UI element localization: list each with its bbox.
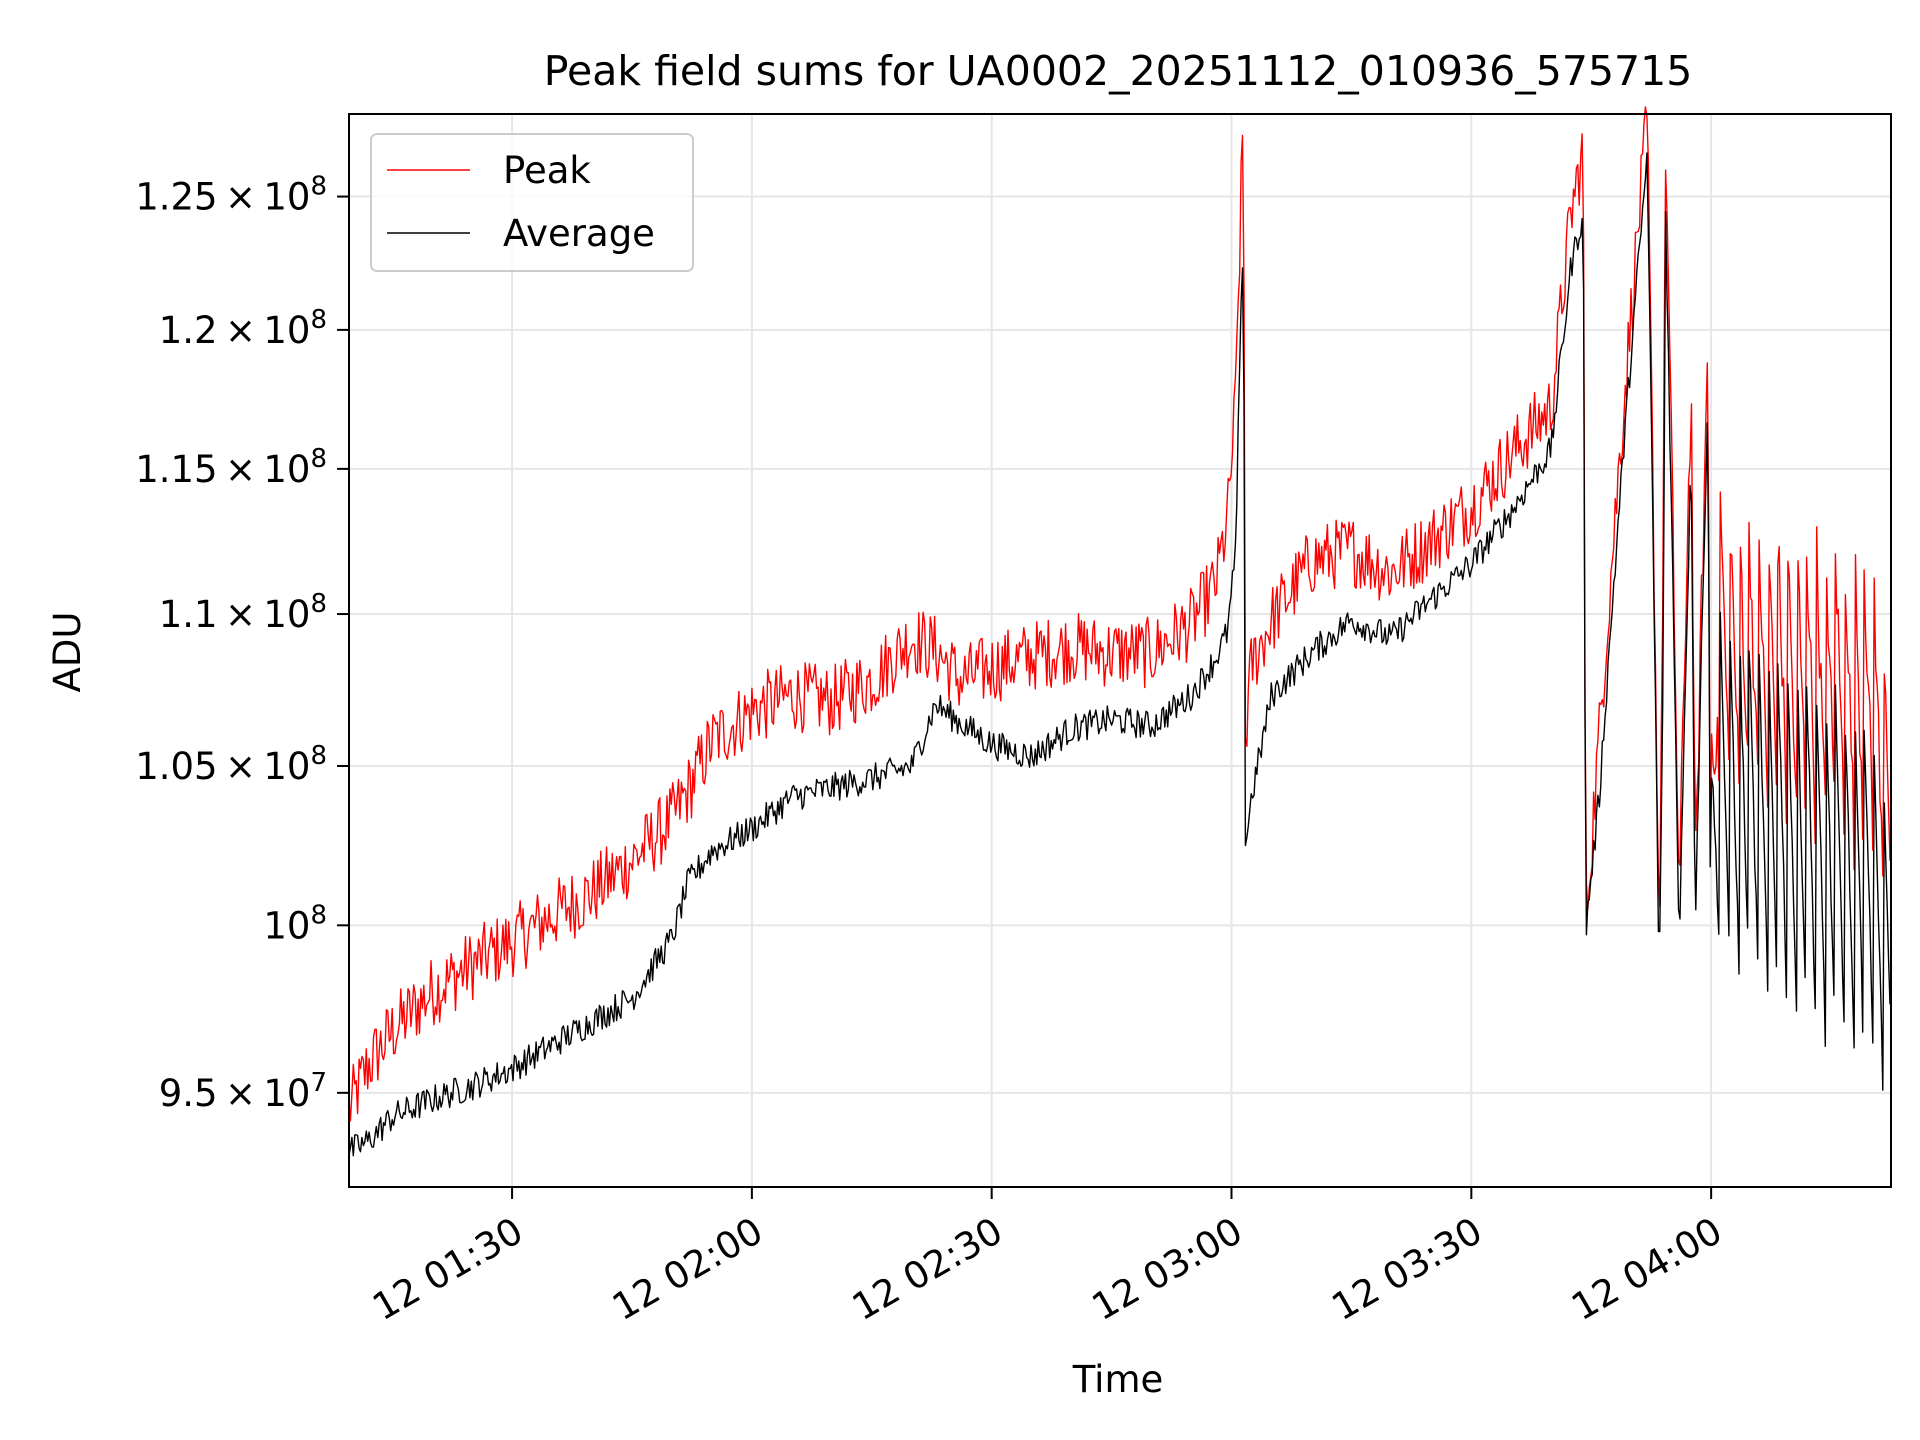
x-tick-label: 12 04:00 <box>1564 1209 1729 1329</box>
x-tick-label: 12 03:00 <box>1085 1209 1250 1329</box>
x-axis-label: Time <box>1072 1358 1164 1401</box>
y-tick-label: 108 <box>263 900 327 947</box>
y-tick-mantissa: 1.1 × 10 <box>159 593 311 636</box>
y-tick-label: 1.2 × 108 <box>159 305 327 352</box>
y-tick-label: 1.1 × 108 <box>159 589 327 636</box>
legend-box <box>370 133 694 272</box>
y-tick-label: 1.15 × 108 <box>135 444 327 491</box>
chart-title: Peak field sums for UA0002_20251112_0109… <box>544 47 1693 95</box>
y-tick-exponent: 8 <box>310 589 327 619</box>
legend-label-average: Average <box>503 212 655 255</box>
x-tick-label: 12 02:30 <box>845 1209 1010 1329</box>
y-tick-mantissa: 1.05 × 10 <box>135 745 310 788</box>
y-tick-mantissa: 1.2 × 10 <box>159 309 311 352</box>
y-tick-mantissa: 1.25 × 10 <box>135 176 310 219</box>
legend-label-peak: Peak <box>503 149 591 192</box>
x-tick-label: 12 02:00 <box>605 1209 770 1329</box>
y-axis-label: ADU <box>46 612 89 693</box>
x-tick-label: 12 03:30 <box>1325 1209 1490 1329</box>
series-line-average <box>348 152 1891 1157</box>
y-tick-label: 1.05 × 108 <box>135 741 327 788</box>
y-tick-exponent: 8 <box>310 305 327 335</box>
plot-frame <box>348 113 1892 1188</box>
legend: Peak Average <box>370 133 694 272</box>
y-tick-exponent: 8 <box>310 741 327 771</box>
y-tick-mantissa: 10 <box>263 904 310 947</box>
y-tick-exponent: 7 <box>310 1068 327 1098</box>
y-tick-mantissa: 9.5 × 10 <box>159 1072 311 1115</box>
x-axis-ticks: 12 01:30 12 02:00 12 02:30 12 03:00 12 03:30… <box>365 1187 1729 1329</box>
grid <box>349 114 1891 1187</box>
y-tick-label: 9.5 × 107 <box>159 1068 327 1115</box>
y-tick-mantissa: 1.15 × 10 <box>135 448 310 491</box>
y-tick-exponent: 8 <box>310 444 327 474</box>
x-tick-label: 12 01:30 <box>365 1209 530 1329</box>
y-tick-exponent: 8 <box>310 900 327 930</box>
y-tick-exponent: 8 <box>310 172 327 202</box>
y-tick-label: 1.25 × 108 <box>135 172 327 219</box>
series-group <box>348 106 1891 1157</box>
